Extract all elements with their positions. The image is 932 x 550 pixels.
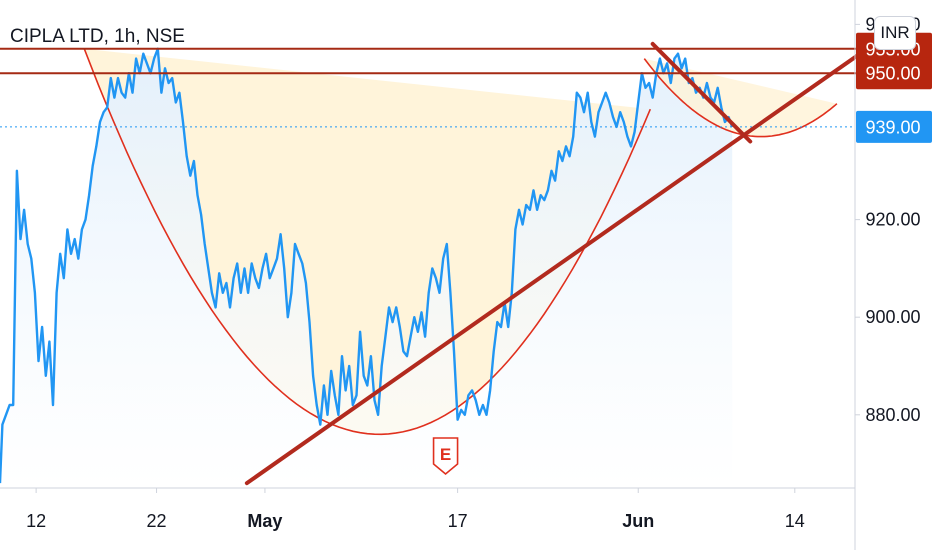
cup-curve-large	[83, 48, 652, 436]
currency-button[interactable]: INR	[874, 16, 916, 50]
plot-area	[0, 47, 855, 488]
price-tag-label: 939.00	[865, 117, 920, 137]
price-tag-950: 950.00	[856, 57, 932, 90]
trendline-support	[244, 46, 870, 486]
x-tick-label: 14	[785, 511, 805, 531]
price-tag-label: 950.00	[865, 64, 920, 84]
y-tick-label: 900.00	[865, 307, 920, 327]
y-tick-label: 920.00	[865, 210, 920, 230]
trendline-down	[650, 41, 753, 144]
x-tick-label: 22	[147, 511, 167, 531]
earnings-marker: E	[432, 437, 459, 476]
price-tag-box	[856, 57, 932, 90]
symbol-title: CIPLA LTD, 1h, NSE	[10, 26, 185, 47]
x-tick-label: 12	[26, 511, 46, 531]
price-area	[0, 48, 733, 488]
earnings-marker-shape	[432, 437, 459, 476]
price-tag-box	[856, 110, 932, 143]
x-tick-label: May	[247, 511, 282, 531]
y-tick-label: 880.00	[865, 405, 920, 425]
price-tag-939: 939.00	[856, 110, 932, 143]
x-tick-label: Jun	[622, 511, 654, 531]
earnings-marker-label: E	[440, 445, 451, 464]
price-series-line	[0, 47, 734, 484]
x-tick-label: 17	[448, 511, 468, 531]
